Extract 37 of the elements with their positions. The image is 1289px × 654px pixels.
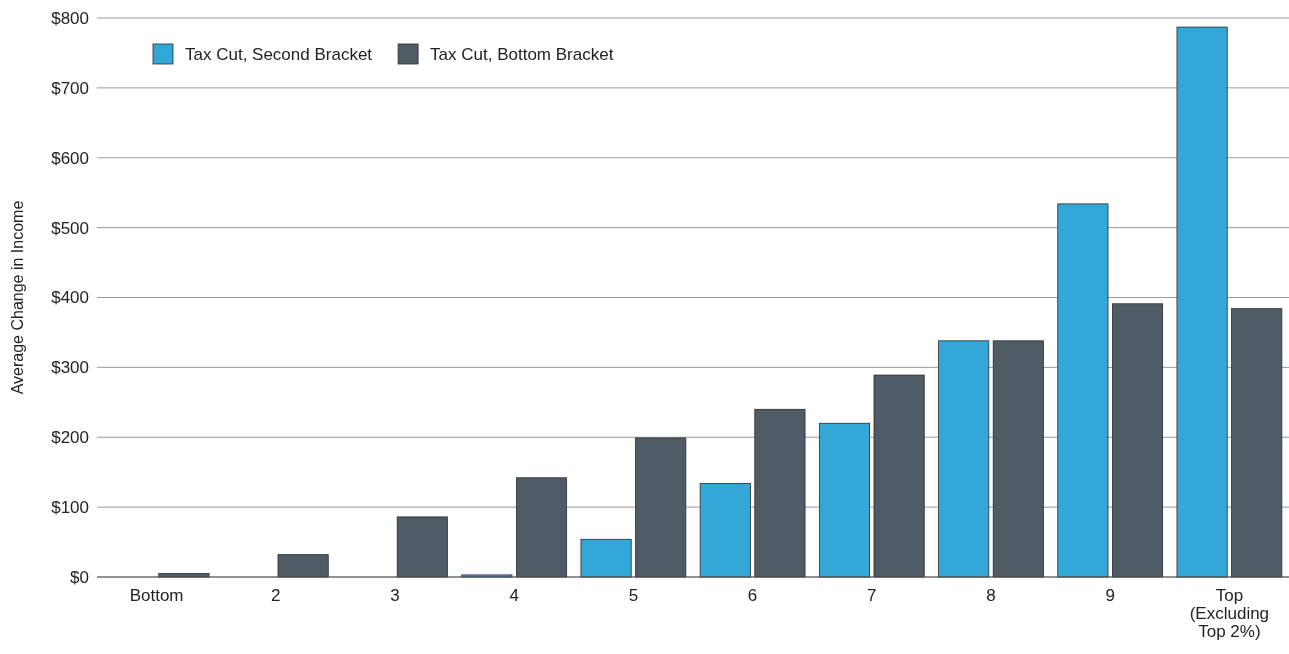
- legend-label: Tax Cut, Second Bracket: [185, 45, 373, 64]
- bar: [754, 408, 806, 578]
- bar: [1231, 308, 1283, 578]
- y-tick-label: $400: [51, 288, 89, 308]
- x-tick-label: 5: [628, 586, 639, 605]
- bar: [1057, 203, 1109, 578]
- x-tick-label: 3: [390, 586, 400, 605]
- bar: [873, 374, 925, 578]
- x-tick-label: 6: [747, 586, 758, 605]
- y-tick-label: $500: [51, 218, 89, 238]
- x-tick-label: Bottom: [129, 586, 184, 605]
- x-tick-label: Top (Excluding Top 2%): [1189, 586, 1270, 641]
- bar: [1111, 303, 1164, 578]
- x-tick-label: 8: [986, 586, 996, 605]
- y-tick-label: $0: [70, 567, 89, 587]
- y-tick-label: $600: [51, 148, 89, 168]
- y-tick-label: $700: [51, 78, 89, 98]
- y-tick-label: $300: [51, 358, 89, 378]
- bar: [635, 437, 687, 578]
- bar: [699, 482, 751, 578]
- x-tick-label: 7: [867, 586, 877, 605]
- y-tick-label: $100: [51, 498, 89, 518]
- y-tick-label: $200: [51, 428, 89, 448]
- bar: [818, 422, 871, 578]
- legend-label: Tax Cut, Bottom Bracket: [430, 45, 614, 64]
- bar: [396, 516, 448, 578]
- x-tick-label: 4: [509, 586, 519, 605]
- bar: [1176, 26, 1228, 578]
- x-tick-label: 9: [1105, 586, 1115, 605]
- bar: [938, 340, 990, 578]
- bar: [515, 477, 568, 578]
- bar: [277, 554, 329, 578]
- y-tick-label: $800: [51, 8, 89, 28]
- bar: [992, 340, 1044, 578]
- x-tick-label: 2: [271, 586, 281, 605]
- bar: [580, 538, 632, 578]
- y-axis-title: Average Change in Income: [9, 200, 26, 395]
